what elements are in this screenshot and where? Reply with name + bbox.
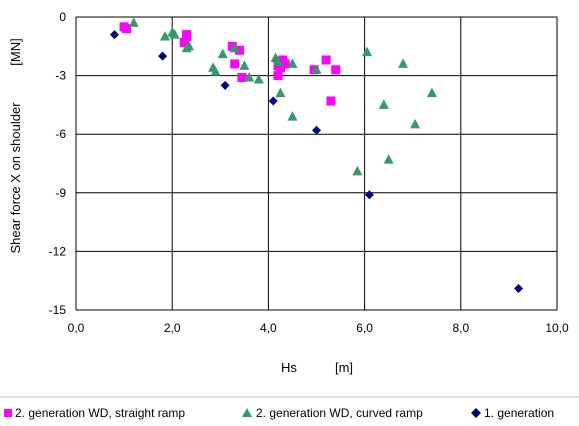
data-point-curved-ramp [210, 66, 221, 76]
data-point-straight-ramp [275, 63, 285, 73]
x-axis-unit: [m] [335, 360, 353, 375]
data-point-curved-ramp [275, 87, 286, 98]
data-point-straight-ramp [227, 41, 237, 51]
data-point-first-generation [158, 51, 168, 61]
data-point-curved-ramp [311, 64, 322, 74]
y-tick-labels: 0 -3 -6 -9 -12 -15 [49, 10, 67, 317]
data-point-curved-ramp [239, 60, 250, 70]
y-tick-label: -3 [55, 69, 66, 83]
data-point-curved-ramp [352, 165, 363, 176]
legend-marker-square [4, 409, 12, 417]
data-point-curved-ramp [426, 87, 437, 98]
x-tick-label: 8,0 [452, 321, 469, 335]
legend-entry-first-generation: 1. generation [484, 406, 554, 420]
data-point-curved-ramp [410, 118, 421, 129]
data-point-curved-ramp [159, 31, 170, 41]
x-tick-label: 6,0 [356, 321, 373, 335]
x-tick-labels: 0,0 2,0 4,0 6,0 8,0 10,0 [68, 321, 569, 335]
data-point-straight-ramp [326, 96, 336, 106]
data-point-curved-ramp [184, 40, 195, 51]
y-tick-label: -15 [49, 303, 67, 317]
grid-lines [75, 16, 558, 311]
data-point-curved-ramp [287, 58, 298, 68]
x-tick-label: 0,0 [68, 321, 85, 335]
data-point-first-generation [109, 30, 119, 40]
data-point-straight-ramp [280, 59, 290, 69]
y-tick-label: -6 [55, 127, 66, 141]
data-point-first-generation [268, 96, 278, 106]
data-point-curved-ramp [378, 99, 389, 109]
data-point-curved-ramp [253, 74, 264, 84]
data-point-straight-ramp [321, 55, 331, 65]
x-tick-label: 4,0 [260, 321, 277, 335]
data-point-curved-ramp [217, 48, 228, 59]
data-point-curved-ramp [273, 56, 284, 66]
legend-entry-curved-ramp: 2. generation WD, curved ramp [256, 406, 423, 420]
data-point-curved-ramp [362, 46, 373, 57]
data-point-curved-ramp [383, 154, 394, 164]
legend: 2. generation WD, straight ramp 2. gener… [4, 406, 554, 420]
data-point-straight-ramp [237, 73, 247, 83]
data-point-curved-ramp [398, 58, 409, 68]
y-axis-title: Shear force X on shoulder [8, 102, 23, 254]
legend-entry-straight-ramp: 2. generation WD, straight ramp [15, 406, 185, 420]
data-points [109, 17, 524, 294]
y-tick-label: -12 [49, 244, 67, 258]
legend-marker-triangle [242, 408, 252, 417]
data-point-curved-ramp [128, 17, 139, 27]
data-point-first-generation [312, 125, 321, 135]
x-tick-label: 10,0 [545, 321, 569, 335]
x-tick-label: 2,0 [164, 321, 181, 335]
data-point-straight-ramp [179, 37, 189, 47]
x-axis-title: Hs [281, 360, 297, 375]
y-axis-unit: [MN] [8, 38, 23, 65]
data-point-straight-ramp [122, 24, 132, 34]
y-tick-label: 0 [59, 10, 66, 24]
data-point-straight-ramp [273, 71, 283, 81]
data-point-straight-ramp [331, 65, 341, 75]
data-point-straight-ramp [230, 59, 240, 69]
data-point-first-generation [514, 284, 524, 294]
data-point-first-generation [220, 80, 230, 90]
data-point-curved-ramp [229, 42, 240, 53]
data-point-straight-ramp [235, 45, 245, 55]
data-point-straight-ramp [182, 32, 192, 42]
data-point-curved-ramp [244, 72, 255, 82]
data-point-curved-ramp [287, 111, 298, 121]
data-point-curved-ramp [169, 29, 180, 39]
y-tick-label: -9 [55, 186, 66, 200]
data-point-first-generation [364, 190, 374, 200]
legend-marker-diamond [471, 408, 481, 418]
